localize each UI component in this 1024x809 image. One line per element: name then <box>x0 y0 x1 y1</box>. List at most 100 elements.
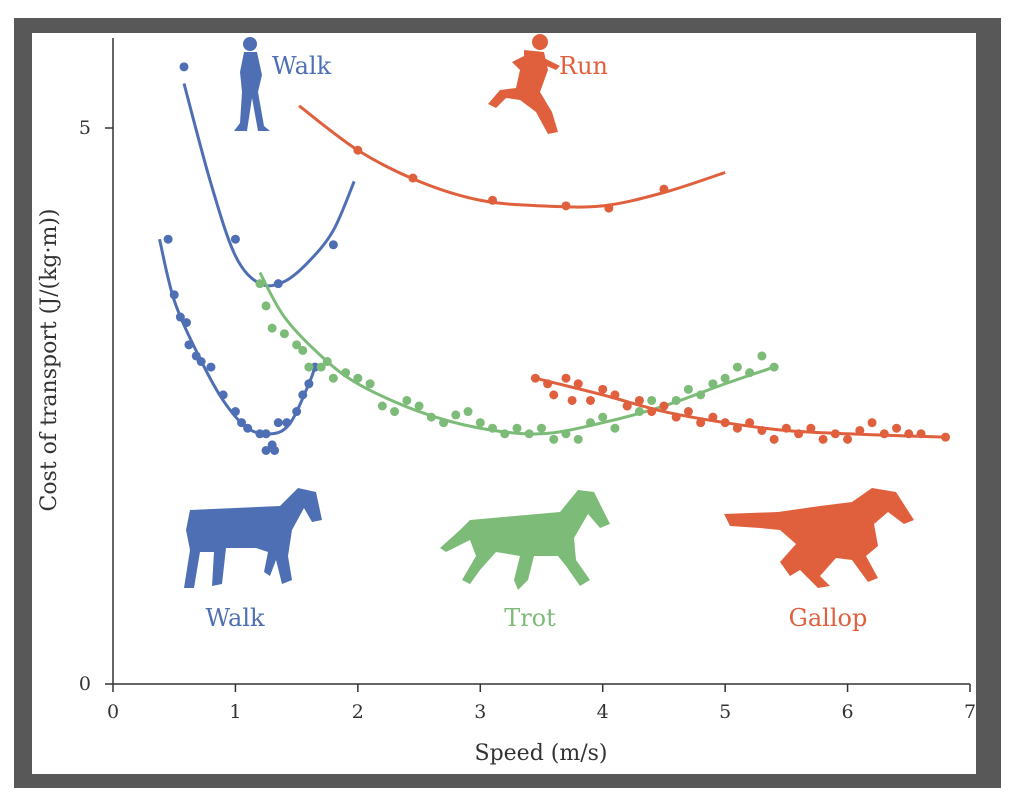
horse-walk-data-point <box>292 407 302 417</box>
horse-trot-data-point <box>647 395 657 405</box>
horse-trot-data-point <box>377 401 387 411</box>
human-run-data-point <box>408 173 418 183</box>
x-tick-label: 3 <box>474 701 486 723</box>
horse-gallop-data-point <box>549 390 559 400</box>
human-run-data-point <box>353 145 363 155</box>
horse-gallop-data-point <box>530 373 540 383</box>
horse-trot-data-point <box>720 373 730 383</box>
horse-trot-data-point <box>708 379 718 389</box>
horse-gallop-data-point <box>696 418 706 428</box>
horse-gallop-data-point <box>892 423 902 433</box>
horse-walk-data-point <box>282 418 292 428</box>
human-run-silhouette-icon <box>488 34 560 134</box>
human-walk-label: Walk <box>272 52 332 80</box>
horse-trot-data-point <box>267 323 277 333</box>
horse-gallop-data-point <box>757 425 767 435</box>
horse-trot-data-point <box>475 418 485 428</box>
horse-trot-data-point <box>585 418 595 428</box>
horse-walk-data-point <box>230 407 240 417</box>
horse-walk-fit-line <box>158 238 317 436</box>
horse-gallop-data-point <box>659 401 669 411</box>
horse-gallop-data-point <box>732 423 742 433</box>
horse-trot-data-point <box>316 362 326 372</box>
horse-gallop-data-point <box>647 407 657 417</box>
y-tick-label: 0 <box>79 673 91 695</box>
human-run-data-point <box>659 184 669 194</box>
x-tick-label: 5 <box>719 701 731 723</box>
human-walk-data-point <box>273 279 283 289</box>
horse-gallop-data-point <box>769 434 779 444</box>
horse-walk-data-point <box>304 379 314 389</box>
horse-walk-data-point <box>237 418 247 428</box>
human-walk-data-point <box>179 62 189 72</box>
x-tick-label: 0 <box>107 701 119 723</box>
horse-walk-data-point <box>298 390 308 400</box>
horse-trot-data-point <box>683 384 693 394</box>
horse-gallop-data-point <box>543 379 553 389</box>
horse-walk-label: Walk <box>205 604 265 632</box>
horse-trot-data-point <box>610 423 620 433</box>
horse-gallop-data-point <box>916 429 926 439</box>
horse-trot-data-point <box>524 429 534 439</box>
x-tick-label: 7 <box>964 701 976 723</box>
horse-trot-data-point <box>549 434 559 444</box>
horse-trot-data-point <box>365 379 375 389</box>
horse-trot-data-point <box>634 407 644 417</box>
horse-gallop-data-point <box>585 395 595 405</box>
horse-trot-data-point <box>537 423 546 433</box>
human-run-data-point <box>488 195 498 205</box>
horse-gallop-data-point <box>610 390 620 400</box>
horse-walk-data-point <box>273 418 283 428</box>
horse-trot-data-point <box>439 418 449 428</box>
horse-trot-data-point <box>732 362 742 372</box>
horse-trot-data-point <box>353 373 363 383</box>
x-tick-label: 6 <box>842 701 854 723</box>
horse-trot-data-point <box>255 279 265 289</box>
horse-walk-data-point <box>163 234 173 244</box>
horse-trot-data-point <box>512 423 522 433</box>
human-walk-data-point <box>328 240 338 250</box>
horse-trot-data-point <box>463 407 473 417</box>
human-run-data-point <box>604 203 614 213</box>
horse-gallop-data-point <box>708 412 718 422</box>
horse-gallop-silhouette-icon <box>724 488 914 588</box>
horse-gallop-data-point <box>634 395 644 405</box>
horse-gallop-data-point <box>830 429 840 439</box>
horse-gallop-data-point <box>843 434 853 444</box>
horse-walk-data-point <box>243 423 253 433</box>
horse-walk-data-point <box>196 357 206 367</box>
horse-trot-label: Trot <box>504 604 556 632</box>
y-axis-title: Cost of transport (J/(kg·m)) <box>37 208 62 511</box>
horse-walk-data-point <box>270 445 280 455</box>
horse-trot-data-point <box>390 407 400 417</box>
horse-gallop-data-point <box>671 412 681 422</box>
horse-gallop-data-point <box>855 425 865 435</box>
horse-gallop-data-point <box>879 429 889 439</box>
horse-gallop-data-point <box>573 379 583 389</box>
horse-trot-data-point <box>328 373 338 383</box>
horse-trot-data-point <box>745 368 755 378</box>
human-walk-data-point <box>230 234 240 244</box>
horse-walk-data-point <box>175 312 185 322</box>
horse-trot-data-point <box>561 429 571 439</box>
horse-gallop-data-point <box>818 434 828 444</box>
horse-gallop-data-point <box>904 429 914 439</box>
horse-walk-data-point <box>261 429 271 439</box>
horse-trot-data-point <box>573 434 583 444</box>
horse-gallop-data-point <box>598 384 608 394</box>
horse-gallop-data-point <box>794 429 804 439</box>
human-walk-silhouette-icon <box>234 37 270 131</box>
horse-trot-data-point <box>298 345 308 355</box>
axis-ticks: 0 1 2 3 4 5 6 7 0 5 <box>79 117 976 723</box>
horse-walk-data-point <box>218 390 228 400</box>
x-tick-label: 2 <box>352 701 364 723</box>
horse-walk-data-point <box>206 362 216 372</box>
horse-walk-data-point <box>261 445 271 455</box>
horse-trot-data-point <box>414 401 424 411</box>
horse-trot-data-point <box>671 395 681 405</box>
horse-gallop-data-point <box>745 418 755 428</box>
horse-trot-data-point <box>757 351 767 361</box>
series-layer <box>158 62 951 455</box>
horse-gallop-data-point <box>622 401 632 411</box>
